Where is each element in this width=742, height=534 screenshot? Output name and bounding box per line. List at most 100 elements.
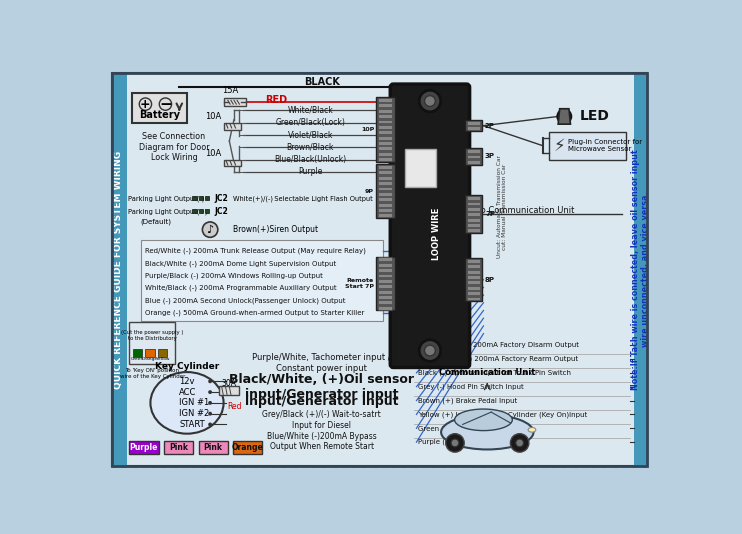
Circle shape	[209, 401, 212, 405]
Ellipse shape	[528, 428, 536, 432]
Bar	[376, 164, 395, 218]
Text: Battery: Battery	[139, 110, 180, 120]
Circle shape	[451, 439, 459, 447]
Bar	[233, 442, 263, 454]
Text: 12v: 12v	[180, 377, 195, 386]
Bar	[467, 291, 480, 295]
Text: 7P: 7P	[485, 211, 495, 217]
Text: White(+)/(-) Selectable Light Flash Output: White(+)/(-) Selectable Light Flash Outp…	[233, 195, 373, 202]
Text: 10A: 10A	[205, 112, 221, 121]
Text: Purple: Purple	[130, 443, 158, 452]
Bar	[378, 284, 392, 288]
Text: Remote
Start 7P: Remote Start 7P	[345, 278, 374, 289]
Bar	[467, 196, 480, 200]
Text: Brown(+)Siren Output: Brown(+)Siren Output	[233, 225, 318, 234]
Text: Brown (+) Brake Pedal Input: Brown (+) Brake Pedal Input	[418, 397, 517, 404]
Text: Brown/Black: Brown/Black	[286, 143, 334, 152]
Bar	[378, 136, 392, 139]
Text: Pink: Pink	[204, 443, 223, 452]
Circle shape	[209, 412, 212, 415]
Text: 10P: 10P	[361, 127, 374, 132]
Text: 2P: 2P	[485, 123, 495, 129]
Bar	[378, 104, 392, 107]
Circle shape	[160, 98, 171, 111]
Text: Grey (-) Hood Pin Switch Input: Grey (-) Hood Pin Switch Input	[418, 383, 524, 390]
Bar	[378, 120, 392, 123]
Text: To 'Key ON' position
wire of the Key Cylinder: To 'Key ON' position wire of the Key Cyl…	[119, 368, 185, 379]
Text: Green (-) Door Trigger Input: Green (-) Door Trigger Input	[418, 425, 515, 431]
Text: Parking Light Output(+): Parking Light Output(+)	[128, 209, 208, 215]
Bar	[376, 256, 395, 310]
Bar	[378, 130, 392, 134]
Text: input/Generator input: input/Generator input	[245, 395, 398, 408]
Bar	[378, 141, 392, 145]
Bar	[467, 229, 480, 232]
Bar	[467, 127, 480, 130]
Text: Orange: Orange	[232, 443, 263, 452]
Circle shape	[424, 96, 436, 106]
Bar	[378, 98, 392, 102]
Bar	[378, 203, 392, 207]
Text: Plug-in Connector for
Microwave Sensor: Plug-in Connector for Microwave Sensor	[568, 139, 643, 152]
Bar	[467, 270, 480, 273]
Circle shape	[203, 222, 218, 237]
Text: Purple/White, Tachometer input /
Constant power input: Purple/White, Tachometer input / Constan…	[252, 353, 391, 373]
Bar	[378, 146, 392, 150]
Text: QUICK REFERENCE GUIDE FOR SYSTEM WIRING: QUICK REFERENCE GUIDE FOR SYSTEM WIRING	[114, 151, 123, 389]
Circle shape	[516, 439, 524, 447]
Bar	[378, 157, 392, 161]
Bar	[378, 257, 392, 261]
Text: Purple (+) Door Trigger Input: Purple (+) Door Trigger Input	[418, 439, 519, 445]
Circle shape	[209, 422, 212, 426]
Text: White/Black: White/Black	[287, 106, 333, 115]
Text: LED: LED	[580, 109, 610, 123]
Bar	[158, 349, 167, 357]
Circle shape	[510, 434, 529, 452]
Bar	[220, 386, 240, 395]
Text: Green: Green	[131, 357, 145, 361]
Bar	[467, 259, 480, 263]
Text: Blue/Black(Unlock): Blue/Black(Unlock)	[274, 155, 347, 164]
Text: Red/White (-) 200mA Trunk Release Output (May require Relay): Red/White (-) 200mA Trunk Release Output…	[145, 248, 366, 254]
Bar	[378, 176, 392, 179]
Text: ⚡: ⚡	[554, 137, 565, 155]
Bar	[467, 275, 480, 279]
Text: Violet/Black: Violet/Black	[287, 130, 333, 139]
Text: ♪: ♪	[206, 225, 214, 234]
Text: To Communication Unit: To Communication Unit	[477, 206, 574, 215]
Text: RED: RED	[265, 95, 287, 105]
Bar	[205, 209, 209, 214]
Text: Parking Light Output(-): Parking Light Output(-)	[128, 195, 205, 202]
Text: IGN #1: IGN #1	[180, 398, 209, 407]
Bar	[129, 322, 175, 364]
Bar	[467, 121, 480, 125]
Text: Blue (-) 200mA Second Unlock(Passenger Unlock) Output: Blue (-) 200mA Second Unlock(Passenger U…	[145, 297, 345, 304]
Bar	[111, 73, 127, 466]
Bar	[378, 263, 392, 266]
Bar	[378, 273, 392, 277]
Text: Green/Black (-) 200mA Factory Disarm Output: Green/Black (-) 200mA Factory Disarm Out…	[418, 342, 579, 348]
Bar	[129, 442, 159, 454]
Ellipse shape	[151, 372, 223, 434]
Bar	[378, 197, 392, 201]
Bar	[378, 125, 392, 129]
Text: Green/Black(Lock): Green/Black(Lock)	[275, 118, 345, 127]
Bar	[378, 289, 392, 294]
Bar	[634, 73, 648, 466]
Bar	[549, 132, 626, 160]
Text: 8P: 8P	[485, 277, 495, 282]
Bar	[465, 120, 482, 131]
Bar	[199, 209, 203, 214]
Bar	[199, 196, 203, 200]
Text: Orange (-) 500mA Ground-when-armed Output to Starter Killer: Orange (-) 500mA Ground-when-armed Outpu…	[145, 310, 364, 316]
Bar	[467, 264, 480, 268]
Bar	[467, 160, 480, 164]
Bar	[378, 152, 392, 156]
Text: BLACK: BLACK	[303, 77, 340, 87]
Bar	[378, 214, 392, 217]
Bar	[378, 186, 392, 190]
Text: −: −	[159, 97, 172, 112]
Bar	[378, 268, 392, 272]
Bar	[467, 207, 480, 211]
Bar	[224, 98, 246, 106]
